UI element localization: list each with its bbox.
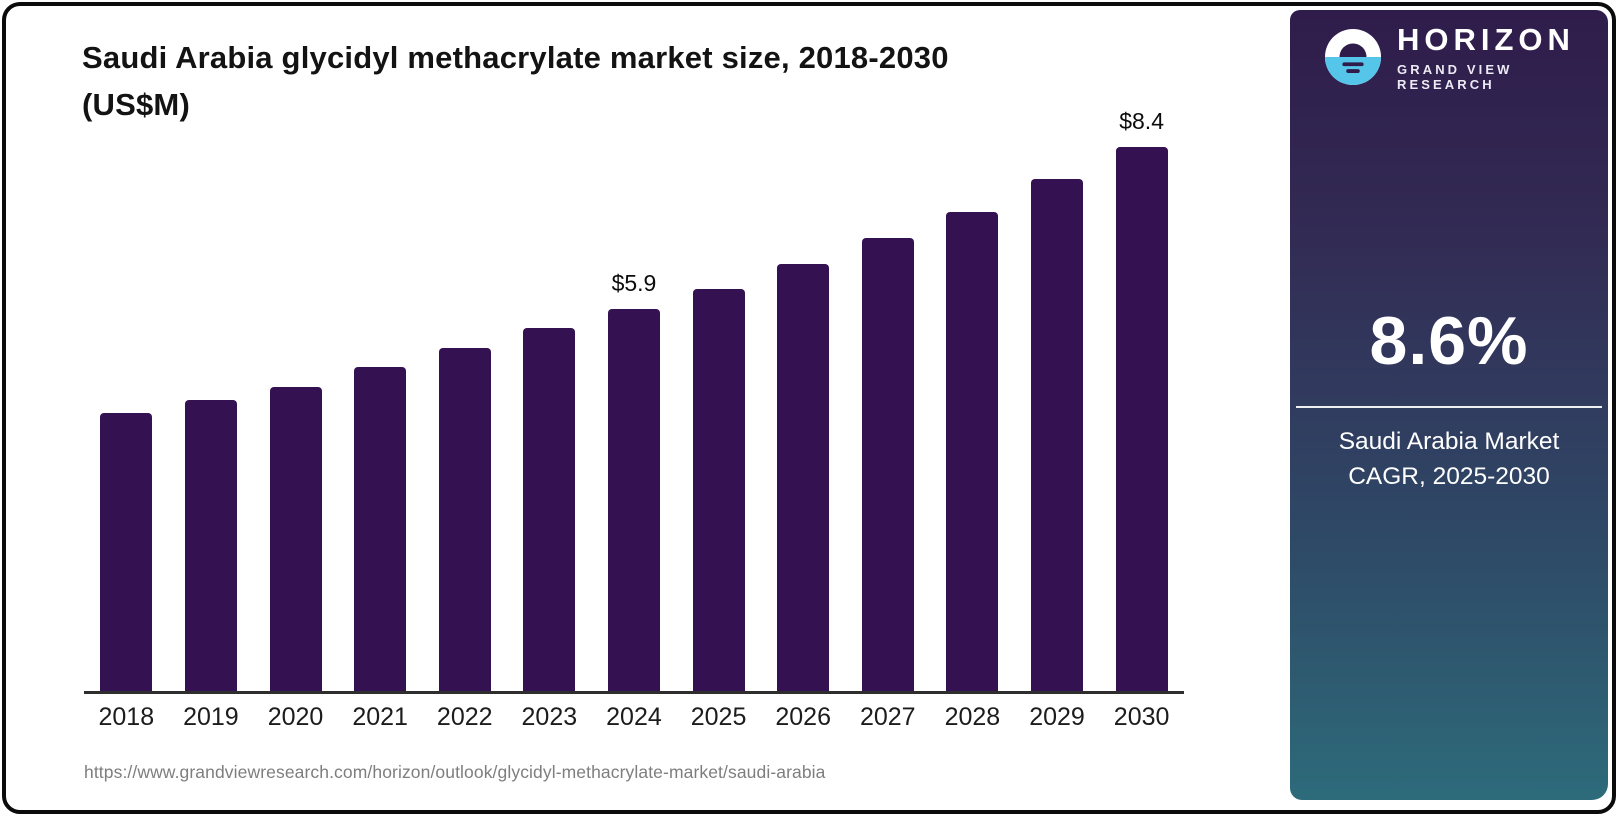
bar-2024: $5.9 — [592, 142, 677, 691]
bar-value-label-2030: $8.4 — [1119, 108, 1164, 134]
bar-rect-2028 — [946, 212, 999, 691]
bar-rect-2029 — [1031, 179, 1083, 691]
bar-rect-2018 — [100, 413, 153, 691]
x-axis-label-2024: 2024 — [606, 703, 662, 731]
x-axis-label-2028: 2028 — [944, 703, 1001, 731]
bar-rect-2021 — [354, 367, 407, 691]
bar-rect-2027 — [861, 238, 914, 691]
chart-title: Saudi Arabia glycidyl methacrylate marke… — [82, 34, 1162, 128]
bar-2021 — [338, 142, 423, 691]
sidebar: HORIZON GRAND VIEW RESEARCH 8.6% Saudi A… — [1290, 10, 1608, 800]
x-axis-label-2030: 2030 — [1113, 703, 1170, 731]
bar-chart-plot-area: $5.9 $8.4 — [84, 108, 1184, 694]
x-axis-label-2029: 2029 — [1029, 703, 1085, 731]
x-axis-label-2021: 2021 — [352, 703, 408, 731]
bar-rect-2020 — [269, 387, 322, 691]
cagr-caption: Saudi Arabia Market CAGR, 2025-2030 — [1300, 424, 1598, 494]
x-axis-label-2025: 2025 — [690, 703, 747, 731]
bar-2025 — [676, 142, 761, 691]
bar-2020 — [253, 142, 338, 691]
bar-2029 — [1015, 142, 1100, 691]
x-axis-label-2019: 2019 — [183, 703, 239, 731]
logo: HORIZON GRAND VIEW RESEARCH — [1324, 22, 1580, 92]
x-axis-label-2020: 2020 — [267, 703, 324, 731]
bar-rect-2026 — [777, 264, 830, 691]
bar-rect-2024 — [607, 309, 660, 691]
cagr-value: 8.6% — [1369, 303, 1529, 379]
bar-rect-2023 — [523, 328, 576, 691]
chart-title-line2: (US$M) — [82, 87, 190, 122]
x-axis-label-2026: 2026 — [775, 703, 831, 731]
cagr-caption-line2: CAGR, 2025-2030 — [1348, 463, 1550, 490]
horizon-sun-over-water-icon — [1324, 28, 1382, 86]
x-axis-label-2022: 2022 — [436, 703, 493, 731]
divider — [1296, 406, 1602, 408]
bar-rect-2022 — [438, 348, 491, 691]
bar-rect-2030 — [1115, 147, 1168, 691]
cagr-caption-line1: Saudi Arabia Market — [1338, 428, 1560, 455]
x-axis-label-2018: 2018 — [98, 703, 155, 731]
source-url[interactable]: https://www.grandviewresearch.com/horizo… — [84, 762, 826, 782]
bar-rect-2019 — [184, 400, 237, 691]
bar-2026 — [761, 142, 846, 691]
brand-subtitle: GRAND VIEW RESEARCH — [1397, 62, 1513, 92]
x-axis-labels: 2018 2019 2020 2021 2022 2023 2024 2025 2026 2027… — [84, 703, 1184, 732]
bar-2022 — [422, 142, 507, 691]
bar-2023 — [507, 142, 592, 691]
x-axis-label-2027: 2027 — [859, 703, 916, 731]
bar-2019 — [169, 142, 254, 691]
bar-2030: $8.4 — [1099, 108, 1184, 691]
brand-name: HORIZON — [1397, 22, 1575, 57]
bar-rect-2025 — [692, 289, 745, 691]
logo-text: HORIZON GRAND VIEW RESEARCH — [1397, 22, 1580, 92]
bar-2018 — [84, 142, 169, 691]
bar-2028 — [930, 142, 1015, 691]
bar-2027 — [845, 142, 930, 691]
chart-title-line1: Saudi Arabia glycidyl methacrylate marke… — [82, 40, 949, 75]
bar-chart: $5.9 $8.4 2018 2019 2020 2021 2022 2023 2024 202… — [84, 108, 1184, 731]
bar-value-label-2024: $5.9 — [611, 270, 657, 296]
x-axis-label-2023: 2023 — [521, 703, 578, 731]
